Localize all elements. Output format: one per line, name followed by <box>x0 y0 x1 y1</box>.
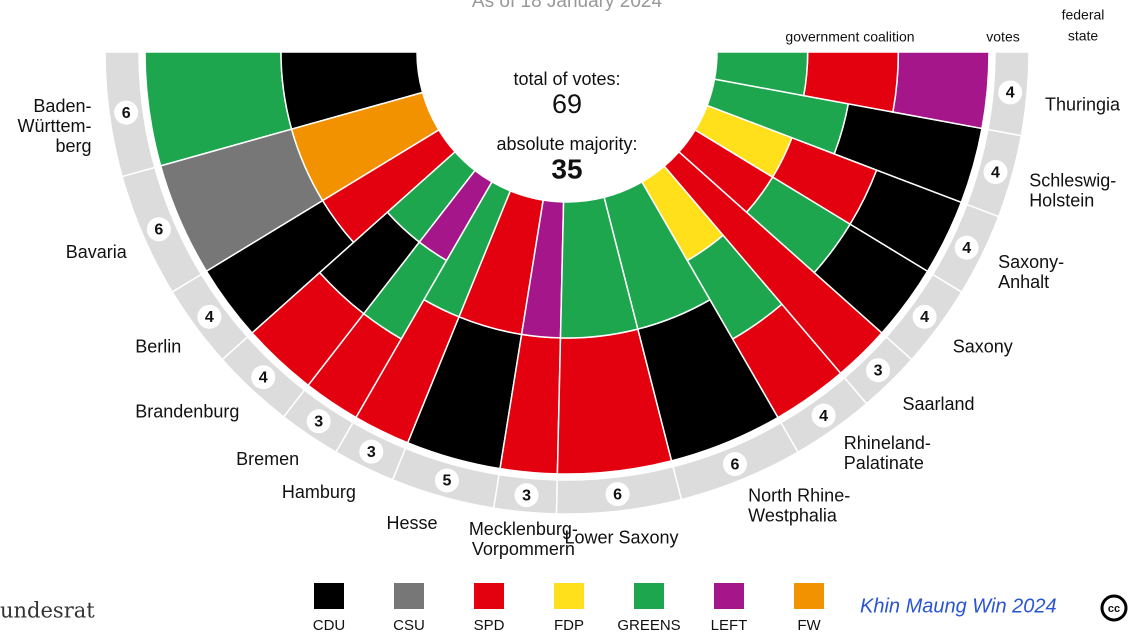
legend-label: CDU <box>313 617 346 634</box>
vote-count: 6 <box>730 456 739 473</box>
vote-badge <box>722 452 747 477</box>
vote-count: 5 <box>442 473 451 490</box>
vote-count: 6 <box>154 222 163 239</box>
vote-badge <box>605 482 630 507</box>
source: undesrat <box>0 599 95 623</box>
vote-count: 4 <box>1006 85 1015 102</box>
state-label: Vorpommern <box>472 539 575 559</box>
legend-swatch <box>554 583 584 609</box>
majority-label: absolute majority: <box>496 134 637 154</box>
total-value: 69 <box>552 89 582 119</box>
vote-badge <box>811 403 836 428</box>
state-label: Anhalt <box>998 272 1049 292</box>
license-text: cc <box>1108 603 1120 615</box>
chart-title: As of 18 January 2024 <box>472 0 663 12</box>
state-header: federal <box>1062 7 1105 23</box>
legend-label: FDP <box>554 617 584 634</box>
state-label: Palatinate <box>844 453 924 473</box>
legend-swatch <box>714 583 744 609</box>
vote-badge <box>866 358 891 383</box>
vote-count: 3 <box>522 487 531 504</box>
state-label: Saarland <box>903 394 975 414</box>
vote-badge <box>954 235 979 260</box>
vote-badge <box>983 160 1008 185</box>
state-label: North Rhine- <box>748 485 850 505</box>
majority-value: 35 <box>551 153 582 184</box>
legend-label: CSU <box>393 617 425 634</box>
state-label: Brandenburg <box>135 402 239 422</box>
state-label: Mecklenburg- <box>469 519 578 539</box>
coalition-sector <box>713 51 809 97</box>
vote-badge <box>912 304 937 329</box>
total-label: total of votes: <box>513 69 620 89</box>
vote-badge <box>146 217 171 242</box>
license-icon <box>1100 594 1128 622</box>
state-label: Hamburg <box>282 482 356 502</box>
state-header: state <box>1068 28 1099 44</box>
vote-count: 4 <box>259 369 268 386</box>
legend-swatch <box>634 583 664 609</box>
vote-count: 6 <box>613 486 622 503</box>
vote-count: 4 <box>962 240 971 257</box>
state-label: Bremen <box>236 449 299 469</box>
state-label: berg <box>55 136 91 156</box>
legend-swatch <box>474 583 504 609</box>
state-label: Schleswig- <box>1029 170 1116 190</box>
state-label: Lower Saxony <box>564 528 678 548</box>
vote-badge <box>114 100 139 125</box>
vote-count: 3 <box>874 362 883 379</box>
votes-header: votes <box>986 29 1019 45</box>
vote-badge <box>514 483 539 508</box>
legend-label: SPD <box>474 617 505 634</box>
state-label: Baden- <box>33 96 91 116</box>
vote-badge <box>998 80 1023 105</box>
state-label: Westphalia <box>748 505 838 525</box>
state-label: Berlin <box>135 336 181 356</box>
credit: Khin Maung Win 2024 <box>860 595 1057 617</box>
state-label: Saxony- <box>998 252 1064 272</box>
legend-label: LEFT <box>711 617 748 634</box>
vote-badge <box>359 439 384 464</box>
state-label: Rhineland- <box>844 433 931 453</box>
state-label: Hesse <box>386 513 437 533</box>
vote-count: 4 <box>920 309 929 326</box>
vote-badge <box>434 468 459 493</box>
state-label: Holstein <box>1029 190 1094 210</box>
legend-label: GREENS <box>617 617 680 634</box>
vote-count: 3 <box>314 414 323 431</box>
state-label: Bavaria <box>66 242 128 262</box>
state-label: Saxony <box>953 336 1013 356</box>
vote-badge <box>197 304 222 329</box>
coalition-header: government coalition <box>785 29 914 45</box>
vote-badge <box>306 409 331 434</box>
vote-count: 6 <box>122 105 131 122</box>
vote-count: 3 <box>367 444 376 461</box>
legend-swatch <box>314 583 344 609</box>
vote-count: 4 <box>205 309 214 326</box>
legend-swatch <box>394 583 424 609</box>
state-label: Thuringia <box>1045 94 1121 114</box>
legend-swatch <box>794 583 824 609</box>
legend-label: FW <box>797 617 821 634</box>
vote-count: 4 <box>991 164 1000 181</box>
vote-count: 4 <box>819 408 828 425</box>
vote-badge <box>251 365 276 390</box>
state-label: Württem- <box>17 116 91 136</box>
